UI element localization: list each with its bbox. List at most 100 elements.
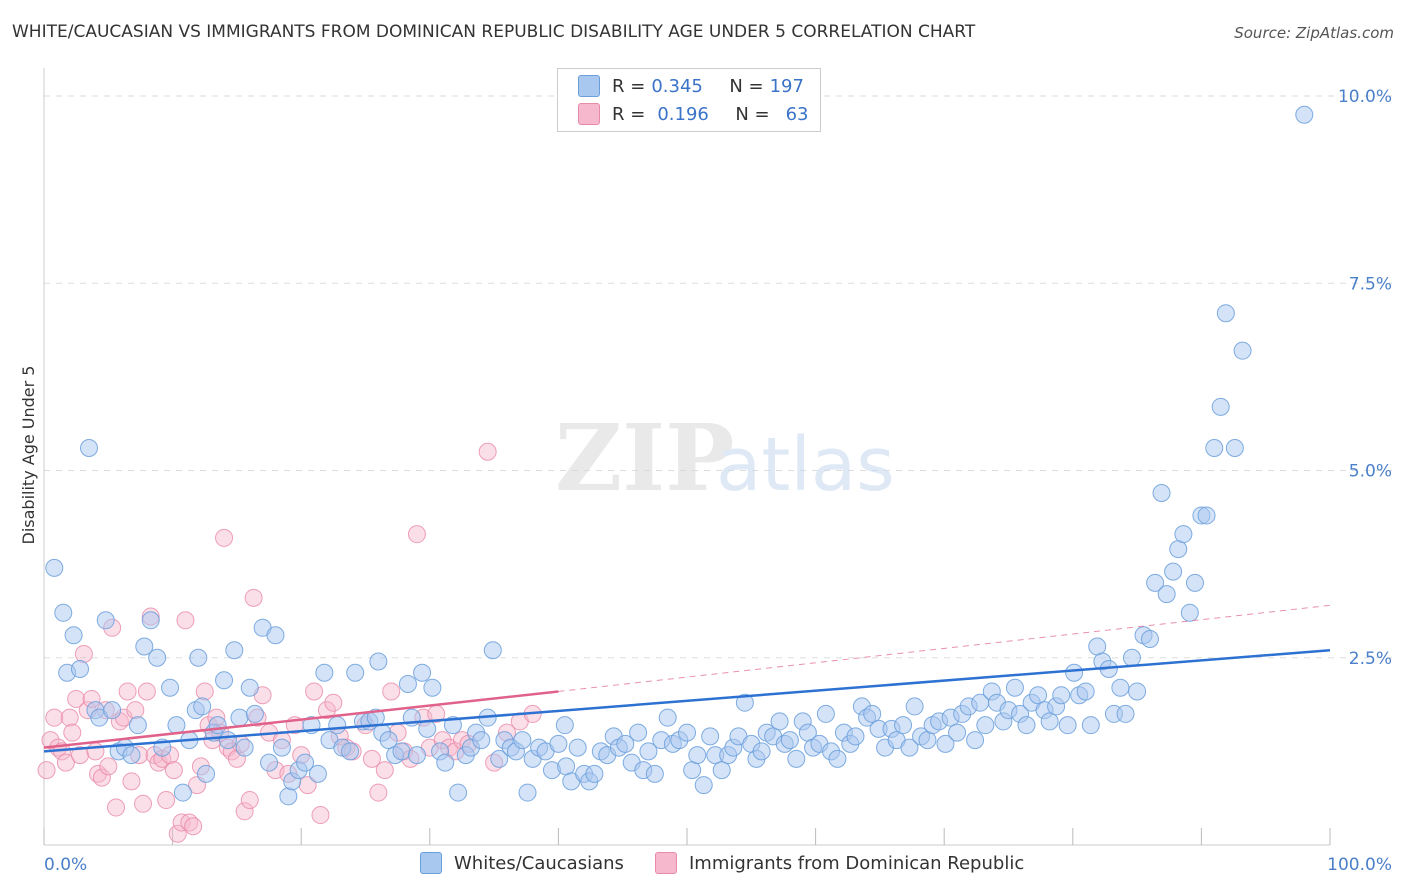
whites-point [346,663,365,682]
whites-point [483,641,502,660]
whites-point [1122,648,1141,667]
whites-point [260,753,279,772]
x-tick-label: 0.0% [44,855,87,875]
whites-point [678,723,696,742]
dominican-point [157,791,176,810]
whites-point [658,708,677,727]
dominican-point [122,772,141,791]
whites-point [1065,663,1084,682]
whites-point [103,701,122,720]
legend-item-dominican[interactable]: Immigrants from Dominican Republic [655,852,1024,874]
whites-point [80,439,99,458]
dominican-point [184,817,203,836]
whites-point [423,678,442,697]
whites-point [1029,686,1048,705]
dominican-point [172,813,191,832]
whites-point [694,776,713,795]
whites-point [1111,678,1130,697]
dominican-trend-extension [558,604,1331,692]
whites-point [272,738,291,757]
n-label: N = [729,75,764,97]
whites-point [167,716,186,735]
whites-point [712,761,731,780]
whites-point [1174,525,1193,544]
whites-point [894,716,913,735]
whites-point [215,671,234,690]
dominican-point [60,708,79,727]
whites-point [296,753,315,772]
whites-point [645,764,664,783]
whites-point [240,678,259,697]
whites-point [245,704,264,723]
whites-point [472,731,491,750]
whites-point [225,641,244,660]
whites-point [639,742,658,761]
whites-point [735,693,754,712]
whites-point [816,704,835,723]
whites-point [828,749,847,768]
watermark: ZIP atlas [555,404,895,512]
whites-point [341,742,360,761]
n-value: 197 [769,75,804,97]
trend-lines [43,604,1331,753]
grid-lines [44,95,1392,659]
whites-point [905,697,924,716]
dominican-point [92,768,111,787]
whites-point [1295,105,1314,124]
whites-point [585,764,604,783]
whites-point [948,723,967,742]
dominican-point [37,761,56,780]
legend-item-whites[interactable]: Whites/Caucasians [420,852,624,874]
whites-point [279,787,298,806]
legend-swatch-blue [578,75,600,97]
y-axis-label: Disability Age Under 5 [19,366,38,545]
whites-point [1157,585,1176,604]
n-label: N = [735,103,770,125]
dominican-point [71,746,90,765]
dominican-point [311,806,330,825]
whites-point [518,783,537,802]
dominican-point [382,682,401,701]
whites-point [379,731,398,750]
whites-point [1216,304,1235,323]
whites-point [436,753,455,772]
dominican-point [176,611,195,630]
dominican-point [45,708,64,727]
whites-point [189,648,208,667]
whites-point [1081,716,1100,735]
whites-point [1185,573,1204,592]
whites-point [1017,716,1036,735]
whites-point [173,783,192,802]
whites-point [315,663,334,682]
dominican-point [317,701,336,720]
whites-point [1152,483,1171,502]
whites-point [197,764,216,783]
r-label: R = [612,103,646,125]
whites-point [701,727,720,746]
dominican-point [240,791,259,810]
r-value: 0.345 [651,75,703,97]
whites-point [490,749,509,768]
legend-swatch-blue [420,852,442,874]
whites-point [900,738,919,757]
legend-swatch-pink [578,103,600,125]
whites-point [449,783,468,802]
axes [43,68,1331,846]
whites-point [846,727,865,746]
whites-point [683,761,702,780]
whites-point [407,746,426,765]
whites-point [443,716,462,735]
whites-point [555,716,574,735]
dominican-point [407,525,426,544]
whites-point [64,626,83,645]
whites-point [208,716,227,735]
dominican-point [324,693,343,712]
r-value: 0.196 [657,103,709,125]
whites-point [1211,397,1230,416]
dominican-point [369,783,388,802]
whites-point [1169,540,1188,559]
whites-point [308,764,327,783]
blue-series [45,105,1314,806]
whites-point [398,674,417,693]
